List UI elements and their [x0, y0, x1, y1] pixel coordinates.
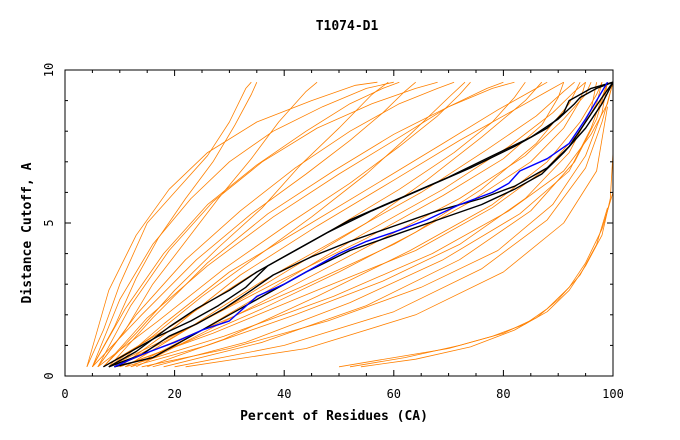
- series-line-15: [125, 82, 614, 368]
- chart-title: T1074-D1: [316, 19, 379, 34]
- y-tick-label-0: 0: [42, 372, 56, 379]
- y-tick-label-10: 10: [42, 63, 56, 77]
- x-tick-label-60: 60: [387, 387, 401, 401]
- series-line-39: [114, 81, 614, 368]
- series-line-1: [92, 82, 258, 367]
- x-tick-label-80: 80: [496, 387, 510, 401]
- series-line-19: [114, 81, 548, 368]
- series-line-10: [97, 81, 471, 368]
- series-line-2: [97, 81, 318, 368]
- x-tick-label-40: 40: [277, 387, 291, 401]
- series-line-16: [92, 81, 400, 367]
- series-line-21: [136, 82, 592, 368]
- series-line-4: [108, 81, 466, 368]
- x-tick-label-100: 100: [602, 387, 624, 401]
- series-line-24: [92, 81, 394, 367]
- series-line-29: [130, 81, 586, 368]
- series-line-22: [147, 82, 603, 368]
- x-axis-label: Percent of Residues (CA): [240, 409, 428, 424]
- series-line-8: [141, 82, 608, 368]
- series-line-36: [103, 81, 614, 368]
- y-axis-label: Distance Cutoff, A: [20, 162, 35, 303]
- series-line-25: [86, 81, 378, 367]
- series-line-35: [360, 152, 614, 368]
- tick-layer: 0 20 40 60 80 100 0 5 10: [42, 63, 624, 401]
- series-line-27: [108, 81, 515, 368]
- series-line-9: [92, 81, 416, 368]
- y-tick-label-5: 5: [42, 219, 56, 226]
- series-line-23: [152, 82, 608, 368]
- series-line-28: [119, 81, 564, 368]
- series-line-40: [114, 81, 609, 368]
- series-line-20: [125, 81, 575, 368]
- series-line-31: [174, 82, 614, 368]
- series-layer: [86, 81, 614, 368]
- series-line-12: [108, 82, 565, 368]
- series-line-26: [97, 81, 438, 367]
- series-line-33: [338, 192, 614, 368]
- series-line-0: [86, 81, 252, 367]
- series-line-34: [349, 207, 608, 368]
- x-tick-label-20: 20: [167, 387, 181, 401]
- series-line-18: [103, 81, 504, 368]
- series-line-32: [185, 106, 608, 368]
- series-line-30: [163, 82, 608, 368]
- series-line-17: [97, 81, 455, 368]
- series-line-11: [103, 81, 526, 368]
- x-tick-label-0: 0: [61, 387, 68, 401]
- series-line-3: [103, 81, 389, 368]
- series-line-37: [108, 81, 614, 368]
